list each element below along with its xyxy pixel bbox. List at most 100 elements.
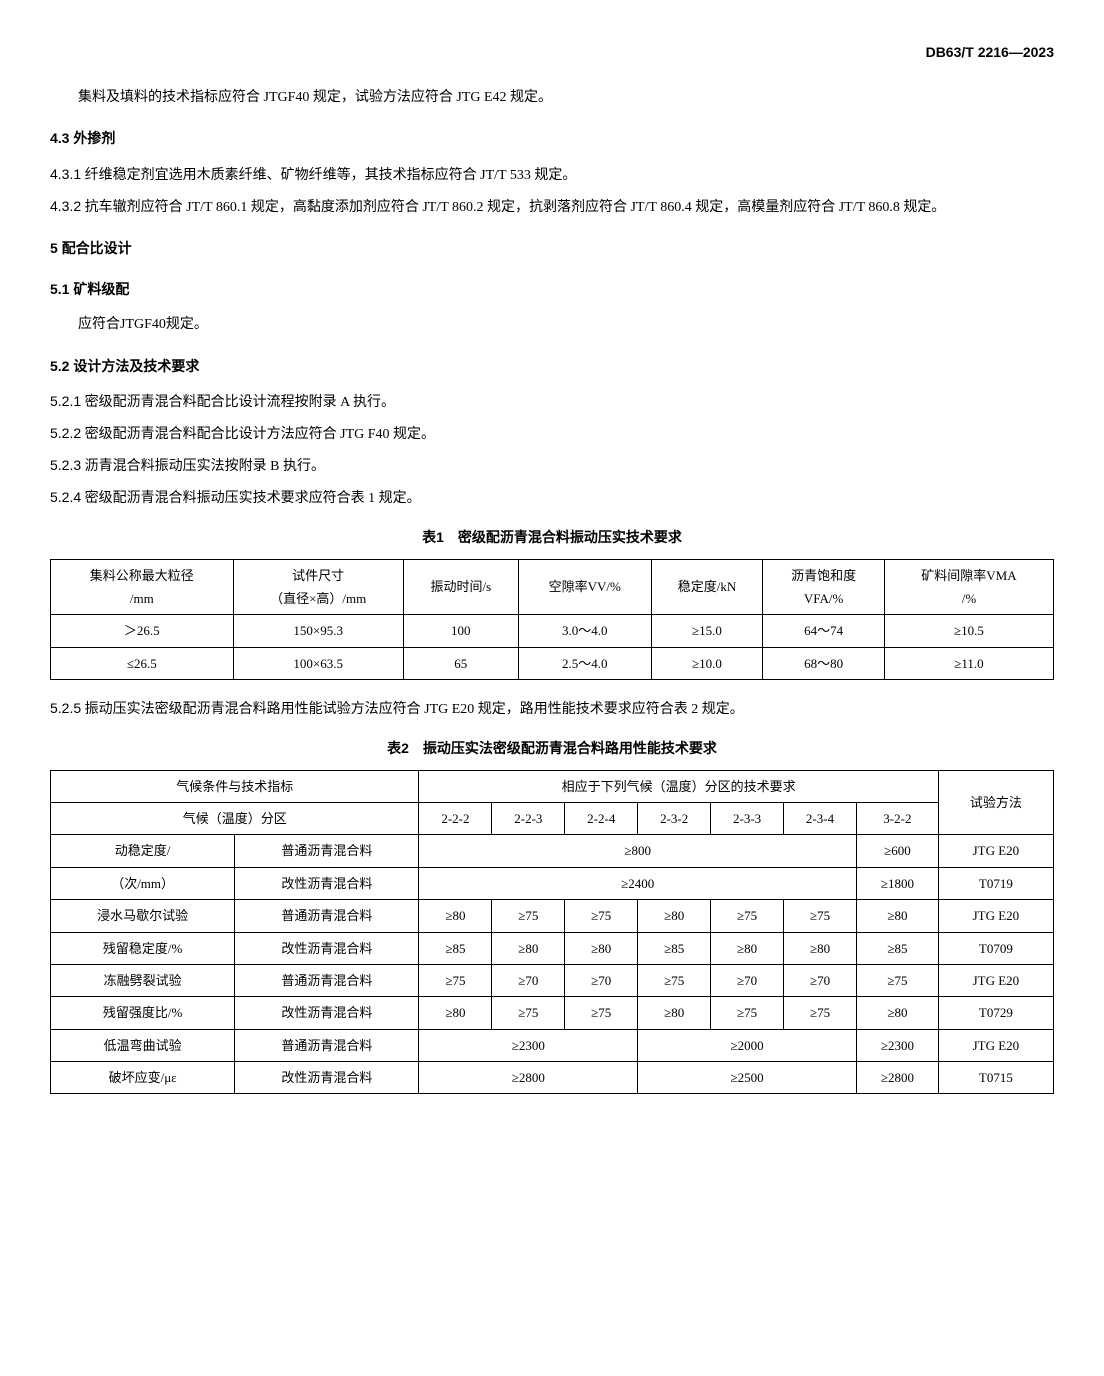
th: 振动时间/s: [403, 559, 518, 615]
cell-text: 试件尺寸: [292, 568, 344, 583]
cell: ≥75: [565, 900, 638, 932]
cell: ≥75: [638, 964, 711, 996]
table-row: 气候条件与技术指标 相应于下列气候（温度）分区的技术要求 试验方法: [51, 770, 1054, 802]
cell-text: VFA/%: [804, 591, 843, 606]
cell-text: 集料公称最大粒径: [90, 568, 194, 583]
table-row: （次/mm） 改性沥青混合料 ≥2400 ≥1800 T0719: [51, 867, 1054, 899]
table2-title: 表2 振动压实法密级配沥青混合料路用性能技术要求: [50, 736, 1054, 761]
table-row: 冻融劈裂试验 普通沥青混合料 ≥75 ≥70 ≥70 ≥75 ≥70 ≥70 ≥…: [51, 964, 1054, 996]
cell: 改性沥青混合料: [235, 997, 419, 1029]
heading-text: 配合比设计: [62, 240, 132, 256]
cell: 改性沥青混合料: [235, 1062, 419, 1094]
cell: ≥15.0: [651, 615, 763, 647]
heading-num: 5.2: [50, 358, 69, 374]
cell: ≥2300: [856, 1029, 938, 1061]
cell: JTG E20: [938, 1029, 1053, 1061]
cell: ≥80: [492, 932, 565, 964]
th: 2-2-4: [565, 802, 638, 834]
th: 空隙率VV/%: [518, 559, 651, 615]
cell: ≥2800: [419, 1062, 638, 1094]
doc-code: DB63/T 2216—2023: [50, 40, 1054, 65]
cell: 普通沥青混合料: [235, 1029, 419, 1061]
cell-text: 沥青饱和度: [791, 568, 856, 583]
cell: ≥85: [638, 932, 711, 964]
cell: ≥70: [492, 964, 565, 996]
clause-5-2-3: 5.2.3 沥青混合料振动压实法按附录 B 执行。: [50, 453, 1054, 479]
clause-4-3-1: 4.3.1 纤维稳定剂宜选用木质素纤维、矿物纤维等，其技术指标应符合 JT/T …: [50, 162, 1054, 188]
cell: 低温弯曲试验: [51, 1029, 235, 1061]
cell: ≥80: [784, 932, 857, 964]
cell: ≥1800: [856, 867, 938, 899]
heading-5-2: 5.2 设计方法及技术要求: [50, 354, 1054, 379]
heading-5: 5 配合比设计: [50, 236, 1054, 261]
cell: （次/mm）: [51, 867, 235, 899]
clause-num: 4.3.2: [50, 198, 81, 214]
th: 2-3-4: [784, 802, 857, 834]
heading-num: 4.3: [50, 130, 69, 146]
clause-text: 振动压实法密级配沥青混合料路用性能试验方法应符合 JTG E20 规定，路用性能…: [85, 702, 744, 717]
cell: ≥80: [638, 997, 711, 1029]
clause-num: 5.2.2: [50, 425, 81, 441]
cell: ≥2800: [856, 1062, 938, 1094]
table-row: 动稳定度/ 普通沥青混合料 ≥800 ≥600 JTG E20: [51, 835, 1054, 867]
cell: 普通沥青混合料: [235, 835, 419, 867]
cell: T0709: [938, 932, 1053, 964]
cell: 150×95.3: [233, 615, 403, 647]
heading-text: 外掺剂: [73, 130, 115, 146]
th: 稳定度/kN: [651, 559, 763, 615]
cell: ≥2000: [638, 1029, 857, 1061]
heading-num: 5: [50, 240, 58, 256]
cell: ≥70: [565, 964, 638, 996]
th: 2-2-3: [492, 802, 565, 834]
table-row: 集料公称最大粒径 /mm 试件尺寸 （直径×高）/mm 振动时间/s 空隙率VV…: [51, 559, 1054, 615]
clause-num: 4.3.1: [50, 166, 81, 182]
th: 气候条件与技术指标: [51, 770, 419, 802]
cell: ≥85: [856, 932, 938, 964]
table1-title: 表1 密级配沥青混合料振动压实技术要求: [50, 525, 1054, 550]
cell: ≥10.0: [651, 647, 763, 679]
table2: 气候条件与技术指标 相应于下列气候（温度）分区的技术要求 试验方法 气候（温度）…: [50, 770, 1054, 1095]
table-row: ≤26.5 100×63.5 65 2.5～4.0 ≥10.0 68～80 ≥1…: [51, 647, 1054, 679]
para-intro: 集料及填料的技术指标应符合 JTGF40 规定，试验方法应符合 JTG E42 …: [50, 85, 1054, 110]
cell: ≥70: [711, 964, 784, 996]
cell: ≥75: [492, 900, 565, 932]
cell: 破坏应变/με: [51, 1062, 235, 1094]
table-row: 低温弯曲试验 普通沥青混合料 ≥2300 ≥2000 ≥2300 JTG E20: [51, 1029, 1054, 1061]
cell: ≥80: [419, 997, 492, 1029]
cell: ≥80: [711, 932, 784, 964]
table-row: 破坏应变/με 改性沥青混合料 ≥2800 ≥2500 ≥2800 T0715: [51, 1062, 1054, 1094]
th: 2-3-3: [711, 802, 784, 834]
para-5-1: 应符合JTGF40规定。: [50, 312, 1054, 337]
cell: ≥2300: [419, 1029, 638, 1061]
cell: 普通沥青混合料: [235, 964, 419, 996]
cell: ≥80: [419, 900, 492, 932]
cell: 冻融劈裂试验: [51, 964, 235, 996]
heading-text: 矿料级配: [73, 281, 129, 297]
cell: 动稳定度/: [51, 835, 235, 867]
cell-text: /mm: [130, 591, 154, 606]
cell: 68～80: [763, 647, 885, 679]
cell: T0715: [938, 1062, 1053, 1094]
cell: 残留稳定度/%: [51, 932, 235, 964]
clause-num: 5.2.1: [50, 393, 81, 409]
cell: 100: [403, 615, 518, 647]
cell: JTG E20: [938, 835, 1053, 867]
clause-text: 沥青混合料振动压实法按附录 B 执行。: [85, 459, 325, 474]
cell: 普通沥青混合料: [235, 900, 419, 932]
cell: T0719: [938, 867, 1053, 899]
cell: ≥75: [784, 997, 857, 1029]
cell-text: 矿料间隙率VMA: [921, 568, 1016, 583]
cell: ≥75: [419, 964, 492, 996]
th: 气候（温度）分区: [51, 802, 419, 834]
clause-text: 纤维稳定剂宜选用木质素纤维、矿物纤维等，其技术指标应符合 JT/T 533 规定…: [85, 168, 577, 183]
cell: 残留强度比/%: [51, 997, 235, 1029]
cell: ≥800: [419, 835, 857, 867]
cell: ≥75: [784, 900, 857, 932]
cell: 改性沥青混合料: [235, 932, 419, 964]
heading-5-1: 5.1 矿料级配: [50, 277, 1054, 302]
cell: ≥10.5: [884, 615, 1053, 647]
th: 2-2-2: [419, 802, 492, 834]
cell: ≥80: [565, 932, 638, 964]
cell: ≥75: [711, 997, 784, 1029]
cell: ≥75: [856, 964, 938, 996]
